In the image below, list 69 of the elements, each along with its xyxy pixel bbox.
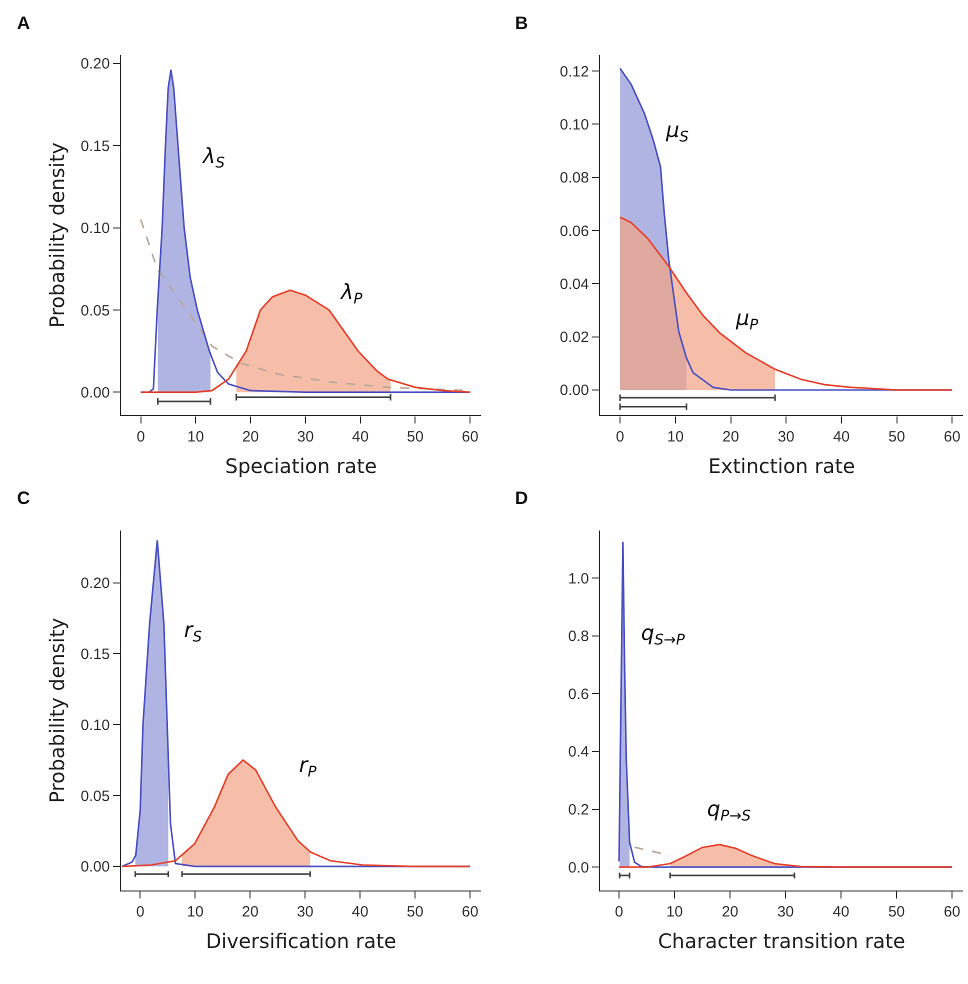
series-label: q$_{S→P}$ — [641, 621, 685, 648]
x-tick-label: 60 — [462, 904, 478, 921]
chart-title: D — [515, 488, 528, 508]
x-tick-label: 40 — [352, 428, 369, 446]
x-tick-label: 50 — [406, 428, 424, 446]
y-tick-label: 0.8 — [568, 628, 590, 646]
y-tick-label: 0.00 — [80, 858, 110, 876]
x-tick-label: 50 — [888, 428, 906, 446]
x-tick-label: 30 — [778, 428, 794, 446]
x-tick-label: 0 — [614, 904, 624, 921]
x-tick-label: 60 — [462, 428, 478, 446]
x-axis-title: Diversification rate — [206, 929, 396, 954]
y-tick-label: 0.15 — [80, 138, 110, 155]
x-tick-label: 30 — [296, 904, 314, 921]
y-tick-label: 0.15 — [80, 646, 110, 663]
y-tick-label: 0.00 — [80, 384, 110, 402]
chart-title: A — [17, 13, 30, 33]
y-tick-label: 0.06 — [560, 222, 590, 240]
y-tick-label: 0.10 — [560, 116, 590, 134]
y-axis-title: Probability density — [45, 618, 70, 804]
y-tick-label: 0.12 — [560, 63, 590, 80]
x-axis-title: Speciation rate — [225, 454, 377, 478]
y-tick-label: 0.02 — [560, 329, 590, 346]
y-tick-label: 0.0 — [568, 859, 590, 876]
x-tick-label: 10 — [187, 428, 204, 446]
x-tick-label: 0 — [616, 428, 624, 446]
y-tick-label: 0.04 — [560, 276, 590, 293]
y-tick-label: 0.05 — [80, 302, 110, 320]
x-tick-label: 10 — [667, 428, 684, 446]
x-tick-label: 20 — [242, 428, 259, 446]
x-tick-label: 30 — [777, 904, 794, 921]
series-label: μ$_{S}$ — [665, 118, 689, 146]
x-tick-label: 40 — [832, 904, 850, 921]
series-label: q$_{P→S}$ — [707, 797, 751, 824]
x-tick-label: 30 — [297, 428, 314, 446]
series-label: λ$_{P}$ — [340, 280, 362, 308]
y-tick-label: 0.00 — [560, 382, 590, 400]
y-tick-label: 0.10 — [80, 716, 110, 734]
y-tick-label: 1.0 — [568, 570, 590, 588]
y-tick-label: 0.08 — [560, 170, 590, 187]
x-tick-label: 20 — [722, 428, 740, 446]
y-axis-title: Probability density — [45, 142, 70, 328]
x-tick-label: 0 — [136, 904, 144, 921]
x-tick-label: 0 — [136, 428, 145, 446]
x-tick-label: 20 — [242, 904, 259, 921]
x-tick-label: 60 — [944, 428, 960, 446]
x-tick-label: 60 — [944, 904, 960, 921]
y-tick-label: 0.2 — [568, 802, 590, 819]
x-tick-label: 10 — [186, 904, 204, 921]
y-tick-label: 0.20 — [80, 575, 110, 592]
x-tick-label: 50 — [888, 904, 905, 921]
chart-title: B — [515, 13, 528, 33]
x-tick-label: 40 — [833, 428, 850, 446]
y-tick-label: 0.10 — [80, 220, 110, 238]
x-tick-label: 20 — [722, 904, 738, 921]
y-tick-label: 0.6 — [568, 686, 590, 703]
series-label: r$_{S}$ — [184, 618, 202, 646]
x-tick-label: 10 — [666, 904, 683, 921]
series-label: r$_{P}$ — [299, 753, 317, 780]
x-tick-label: 50 — [406, 904, 424, 921]
y-tick-label: 0.4 — [568, 744, 590, 761]
y-tick-label: 0.05 — [80, 788, 110, 805]
x-axis-title: Extinction rate — [708, 454, 856, 478]
x-axis-title: Character transition rate — [658, 929, 906, 954]
chart-title: C — [17, 488, 30, 508]
series-label: μ$_{P}$ — [735, 306, 758, 334]
series-label: λ$_{S}$ — [202, 144, 225, 172]
y-tick-label: 0.20 — [80, 56, 110, 73]
x-tick-label: 40 — [352, 904, 368, 921]
